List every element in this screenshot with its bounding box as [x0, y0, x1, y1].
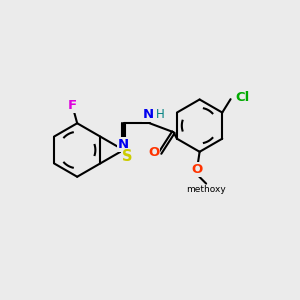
Text: H: H [156, 108, 164, 122]
Text: N: N [142, 108, 154, 122]
Text: Cl: Cl [235, 91, 249, 104]
Text: O: O [192, 163, 203, 176]
Text: S: S [122, 149, 132, 164]
Text: O: O [148, 146, 159, 160]
Text: methoxy: methoxy [186, 185, 226, 194]
Text: F: F [68, 99, 77, 112]
Text: N: N [118, 138, 129, 151]
